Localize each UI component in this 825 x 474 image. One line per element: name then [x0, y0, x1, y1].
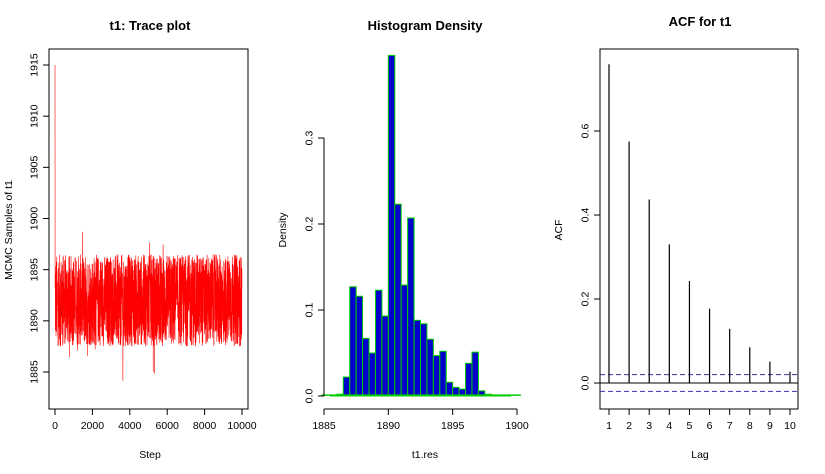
trace-plot-title: t1: Trace plot	[110, 18, 192, 33]
histogram-bar	[349, 286, 357, 397]
acf-y-tick-label: 0.6	[580, 124, 592, 139]
acf-x-tick-label: 2	[626, 420, 632, 432]
trace-y-tick-label: 1885	[29, 360, 41, 384]
histogram-bar	[362, 337, 370, 397]
histogram-bar	[413, 319, 422, 397]
trace-y-tick-label: 1900	[29, 207, 41, 231]
trace-y-tick-label: 1910	[29, 104, 41, 128]
acf-x-tick-label: 10	[784, 420, 796, 432]
trace-plot-box	[48, 48, 249, 410]
acf-x-tick-label: 5	[687, 420, 693, 432]
acf-title: ACF for t1	[669, 14, 732, 29]
acf-ylabel: ACF	[553, 220, 565, 241]
trace-x-tick-label: 6000	[156, 420, 180, 432]
trace-x-tick-label: 8000	[193, 420, 217, 432]
hist-x-tick-label: 1890	[377, 420, 401, 432]
trace-y-tick-label: 1915	[29, 53, 41, 77]
histogram-bar	[381, 315, 389, 397]
acf-x-tick-label: 1	[606, 420, 612, 432]
acf-y-tick-label: 0.4	[580, 208, 592, 223]
histogram-xlabel: t1.res	[412, 449, 438, 461]
trace-plot-xlabel: Step	[139, 449, 161, 461]
histogram-bar	[407, 217, 415, 397]
hist-x-tick-label: 1885	[312, 420, 336, 432]
acf-x-tick-label: 4	[666, 420, 672, 432]
histogram-bar	[445, 381, 454, 397]
histogram-bar	[432, 355, 441, 397]
trace-y-tick-label: 1895	[29, 258, 41, 282]
trace-line	[54, 64, 243, 381]
histogram-bar	[342, 376, 351, 397]
hist-y-tick-label: 0.0	[304, 389, 316, 404]
hist-y-tick-label: 0.3	[304, 131, 316, 146]
histogram-bar	[355, 295, 364, 397]
histogram-title: Histogram Density	[368, 18, 484, 33]
histogram-bar	[400, 284, 409, 397]
trace-y-tick-label: 1905	[29, 155, 41, 179]
acf-x-tick-label: 6	[707, 420, 713, 432]
acf-x-tick-label: 3	[646, 420, 652, 432]
histogram-bar	[471, 351, 479, 397]
trace-y-tick-label: 1890	[29, 309, 41, 333]
histogram-bar	[439, 350, 447, 397]
histogram-bar	[368, 352, 376, 397]
histogram-ylabel: Density	[277, 212, 289, 248]
histogram-bar	[420, 323, 428, 397]
hist-y-tick-label: 0.2	[304, 217, 316, 232]
histogram-bar	[387, 54, 396, 397]
trace-x-tick-label: 10000	[227, 420, 256, 432]
acf-x-tick-label: 9	[767, 420, 773, 432]
histogram-bar	[374, 289, 383, 397]
histogram-bar	[465, 362, 473, 397]
acf-x-tick-label: 8	[747, 420, 753, 432]
hist-x-tick-label: 1895	[441, 420, 465, 432]
histogram-panel: Histogram Density 1885 1890 1895 1900 0.0 0.…	[277, 18, 529, 461]
trace-plot-ylabel: MCMC Samples of t1	[3, 180, 15, 280]
trace-plot-panel: t1: Trace plot 0 2000 4000 6000 8000 10000 18…	[3, 18, 257, 461]
acf-x-tick-label: 7	[727, 420, 733, 432]
acf-y-tick-label: 0.2	[580, 292, 592, 307]
acf-y-tick-label: 0.0	[580, 376, 592, 391]
histogram-bar	[394, 203, 402, 397]
acf-xlabel: Lag	[691, 449, 709, 461]
histogram-bar	[426, 338, 434, 397]
hist-x-tick-label: 1900	[505, 420, 529, 432]
hist-y-tick-label: 0.1	[304, 303, 316, 318]
trace-x-tick-label: 4000	[118, 420, 142, 432]
histogram-bar	[477, 390, 486, 397]
trace-x-tick-label: 0	[52, 420, 58, 432]
acf-panel: ACF for t1 1 2 3 4 5 6 7 8 9 10 0.00.20.40.6 Lag …	[553, 14, 799, 461]
trace-x-tick-label: 2000	[81, 420, 105, 432]
